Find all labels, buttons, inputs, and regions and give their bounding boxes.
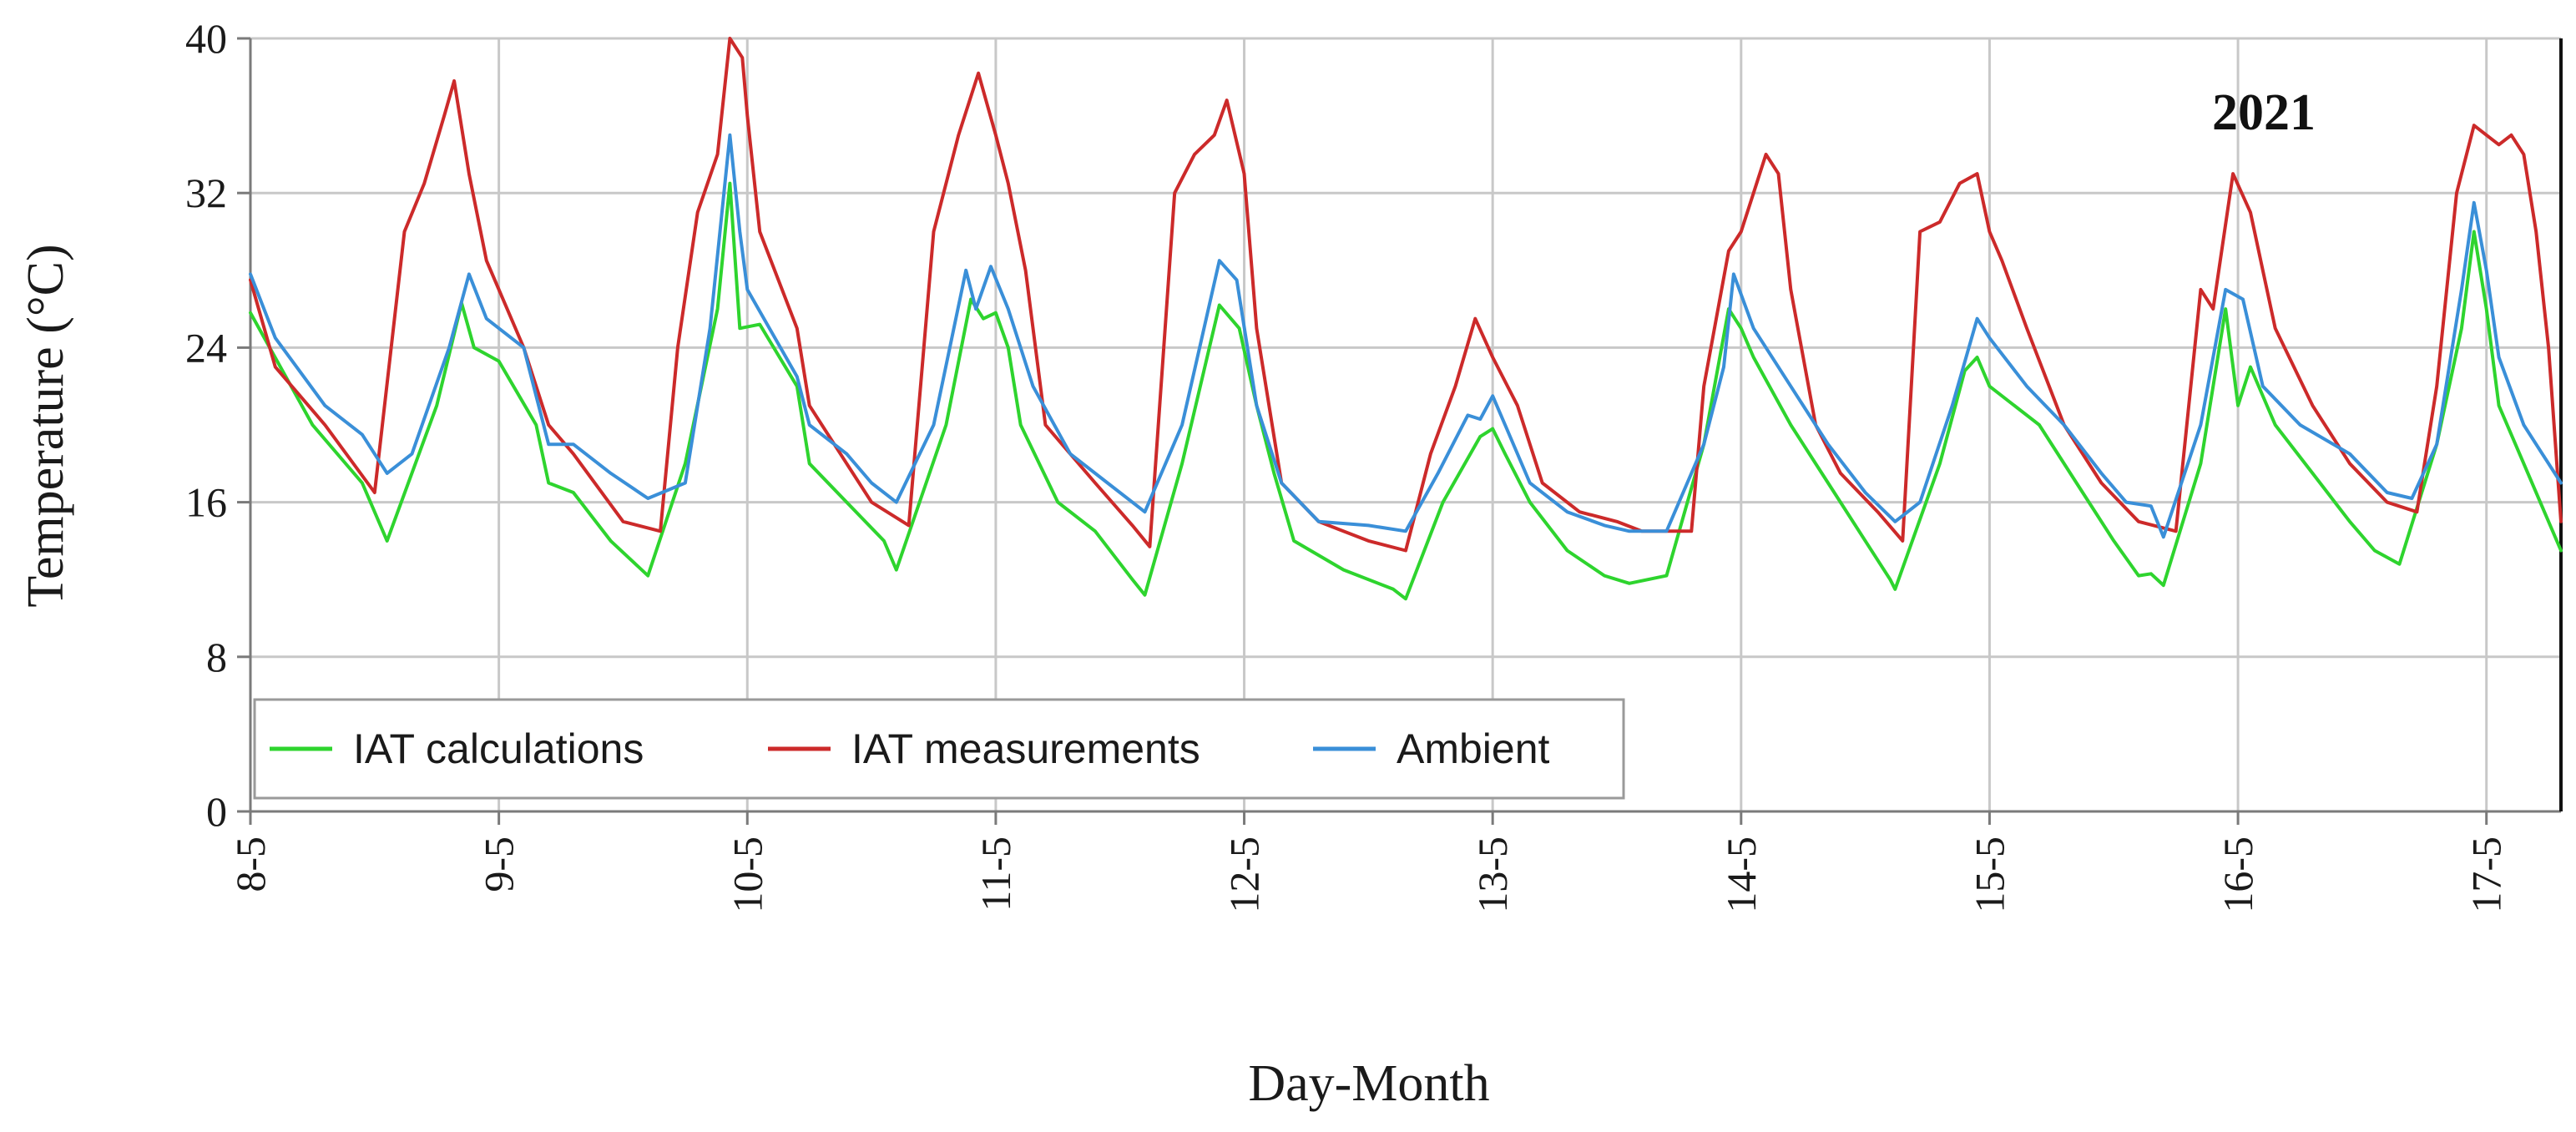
y-axis-title: Temperature (°C) — [18, 244, 74, 607]
y-tick-label: 40 — [185, 15, 227, 62]
y-tick-label: 24 — [185, 324, 227, 371]
axes — [237, 37, 2563, 825]
x-tick-label: 13-5 — [1469, 836, 1516, 913]
legend: IAT calculations IAT measurements Ambient — [253, 698, 1625, 800]
legend-box — [253, 698, 1625, 800]
x-tick-label: 8-5 — [227, 836, 274, 892]
y-tick-label: 8 — [206, 634, 227, 680]
series-lines — [249, 37, 2563, 601]
x-tick-label: 12-5 — [1221, 836, 1268, 913]
series-line — [249, 133, 2563, 539]
y-tick-labels: 0 8 16 24 32 40 — [185, 15, 227, 835]
legend-label: IAT measurements — [851, 725, 1200, 772]
x-tick-label: 11-5 — [972, 836, 1019, 912]
y-tick-label: 0 — [206, 788, 227, 835]
x-tick-label: 9-5 — [476, 836, 523, 892]
legend-label: IAT calculations — [353, 725, 644, 772]
grid — [250, 37, 2561, 811]
series-line — [249, 37, 2563, 553]
y-tick-label: 16 — [185, 479, 227, 526]
series-line — [249, 181, 2563, 601]
x-tick-label: 14-5 — [1718, 836, 1765, 913]
x-axis-title: Day-Month — [1248, 1055, 1489, 1112]
year-annotation: 2021 — [2212, 84, 2316, 141]
x-tick-labels: 8-5 9-5 10-5 11-5 12-5 13-5 14-5 15-5 16-5 17-5 — [227, 836, 2510, 913]
x-tick-label: 10-5 — [724, 836, 770, 913]
y-tick-label: 32 — [185, 169, 227, 216]
x-tick-label: 15-5 — [1966, 836, 2013, 913]
legend-label: Ambient — [1397, 725, 1550, 772]
x-tick-label: 17-5 — [2463, 836, 2510, 913]
x-tick-label: 16-5 — [2215, 836, 2261, 913]
